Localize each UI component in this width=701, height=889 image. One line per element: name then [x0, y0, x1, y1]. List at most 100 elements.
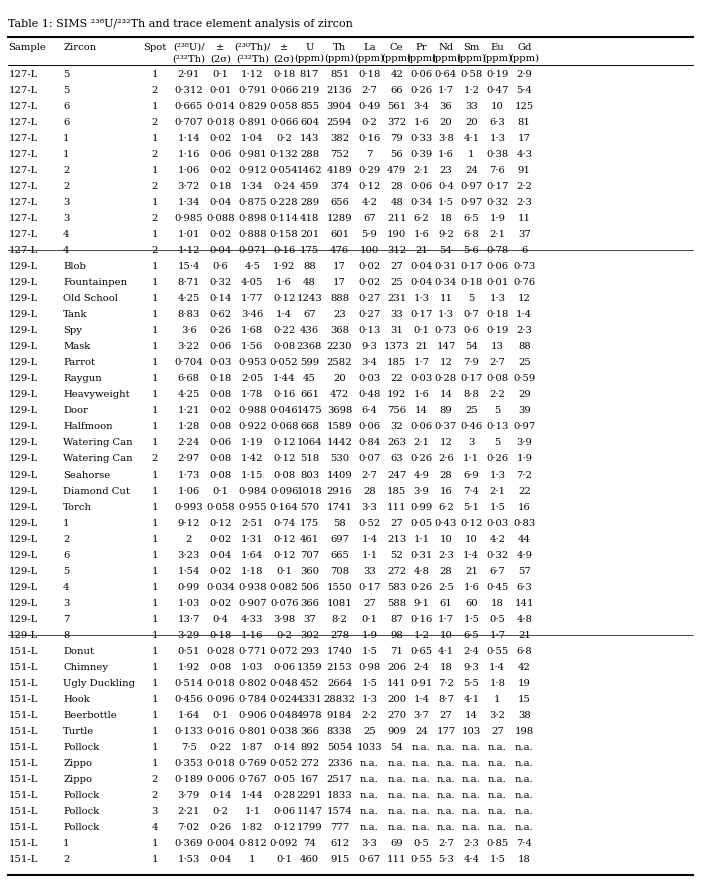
Text: 129-L: 129-L: [8, 566, 38, 576]
Text: 0·704: 0·704: [175, 358, 203, 367]
Text: 57: 57: [518, 566, 531, 576]
Text: 151-L: 151-L: [8, 807, 38, 816]
Text: 0·769: 0·769: [238, 759, 266, 768]
Text: 0·24: 0·24: [273, 182, 295, 191]
Text: 0·984: 0·984: [238, 486, 266, 495]
Text: 0·04: 0·04: [210, 550, 232, 560]
Text: 2: 2: [63, 855, 69, 864]
Text: 2·1: 2·1: [489, 486, 505, 495]
Text: 0·812: 0·812: [238, 839, 266, 848]
Text: 192: 192: [387, 390, 407, 399]
Text: 14: 14: [440, 390, 452, 399]
Text: 60: 60: [465, 599, 477, 608]
Text: 45: 45: [303, 374, 316, 383]
Text: 656: 656: [330, 198, 349, 207]
Text: 8338: 8338: [327, 727, 353, 736]
Text: 0·26: 0·26: [410, 583, 433, 592]
Text: 583: 583: [387, 583, 407, 592]
Text: Donut: Donut: [63, 647, 94, 656]
Text: 0·052: 0·052: [270, 358, 299, 367]
Text: 0·32: 0·32: [210, 278, 231, 287]
Text: 2: 2: [151, 214, 158, 223]
Text: 0·32: 0·32: [486, 550, 508, 560]
Text: 0·707: 0·707: [175, 117, 203, 127]
Text: 206: 206: [387, 663, 406, 672]
Text: 1018: 1018: [297, 486, 322, 495]
Text: 129-L: 129-L: [8, 406, 38, 415]
Text: 0·018: 0·018: [206, 679, 235, 688]
Text: 111: 111: [387, 855, 407, 864]
Text: 1: 1: [151, 310, 158, 319]
Text: 6·2: 6·2: [414, 214, 429, 223]
Text: 915: 915: [330, 855, 349, 864]
Text: 38: 38: [518, 711, 531, 720]
Text: 0·04: 0·04: [410, 278, 433, 287]
Text: 2: 2: [151, 117, 158, 127]
Text: 3·79: 3·79: [177, 791, 200, 800]
Text: n.a.: n.a.: [412, 823, 430, 832]
Text: 1·03: 1·03: [177, 599, 200, 608]
Text: 1409: 1409: [327, 470, 353, 479]
Text: 0·13: 0·13: [486, 422, 508, 431]
Text: 530: 530: [330, 454, 349, 463]
Text: 0·228: 0·228: [270, 198, 299, 207]
Text: 129-L: 129-L: [8, 599, 38, 608]
Text: 2·3: 2·3: [463, 839, 479, 848]
Text: 1: 1: [151, 230, 158, 239]
Text: 14: 14: [415, 406, 428, 415]
Text: 8·8: 8·8: [463, 390, 479, 399]
Text: 32: 32: [390, 422, 403, 431]
Text: 888: 888: [330, 294, 349, 303]
Text: 1·6: 1·6: [414, 230, 429, 239]
Text: 0·4: 0·4: [212, 615, 229, 624]
Text: 0·006: 0·006: [206, 775, 235, 784]
Text: 2·6: 2·6: [438, 454, 454, 463]
Text: 1·16: 1·16: [241, 631, 264, 640]
Text: 10: 10: [440, 631, 452, 640]
Text: 100: 100: [360, 246, 379, 255]
Text: 661: 661: [300, 390, 319, 399]
Text: 6·68: 6·68: [177, 374, 200, 383]
Text: 0·2: 0·2: [276, 134, 292, 143]
Text: 10: 10: [440, 534, 452, 544]
Text: 129-L: 129-L: [8, 583, 38, 592]
Text: 4·05: 4·05: [241, 278, 264, 287]
Text: 6·8: 6·8: [463, 230, 479, 239]
Text: 1·4: 1·4: [489, 663, 505, 672]
Text: 1·87: 1·87: [241, 743, 264, 752]
Text: 12: 12: [440, 358, 452, 367]
Text: 1: 1: [151, 101, 158, 111]
Text: 0·092: 0·092: [270, 839, 299, 848]
Text: n.a.: n.a.: [437, 775, 456, 784]
Text: 1: 1: [151, 679, 158, 688]
Text: 8·71: 8·71: [177, 278, 200, 287]
Text: 1574: 1574: [327, 807, 353, 816]
Text: Pr: Pr: [416, 43, 427, 52]
Text: 0·08: 0·08: [210, 422, 231, 431]
Text: 175: 175: [300, 518, 319, 528]
Text: 1: 1: [151, 422, 158, 431]
Text: 129-L: 129-L: [8, 374, 38, 383]
Text: 0·018: 0·018: [206, 117, 235, 127]
Text: 185: 185: [387, 486, 407, 495]
Text: 2·7: 2·7: [489, 358, 505, 367]
Text: n.a.: n.a.: [388, 823, 406, 832]
Text: 2664: 2664: [327, 679, 352, 688]
Text: 0·054: 0·054: [270, 166, 299, 175]
Text: 1: 1: [151, 743, 158, 752]
Text: 127-L: 127-L: [8, 246, 38, 255]
Text: 0·771: 0·771: [238, 647, 266, 656]
Text: 8·2: 8·2: [332, 615, 348, 624]
Text: 12: 12: [518, 294, 531, 303]
Text: 1·53: 1·53: [177, 855, 200, 864]
Text: 3698: 3698: [327, 406, 352, 415]
Text: 0·06: 0·06: [486, 262, 508, 271]
Text: 4978: 4978: [297, 711, 322, 720]
Text: 1: 1: [151, 486, 158, 495]
Text: 2153: 2153: [327, 663, 353, 672]
Text: 0·05: 0·05: [273, 775, 295, 784]
Text: 79: 79: [390, 134, 403, 143]
Text: 0·004: 0·004: [206, 839, 235, 848]
Text: n.a.: n.a.: [360, 759, 379, 768]
Text: 278: 278: [330, 631, 349, 640]
